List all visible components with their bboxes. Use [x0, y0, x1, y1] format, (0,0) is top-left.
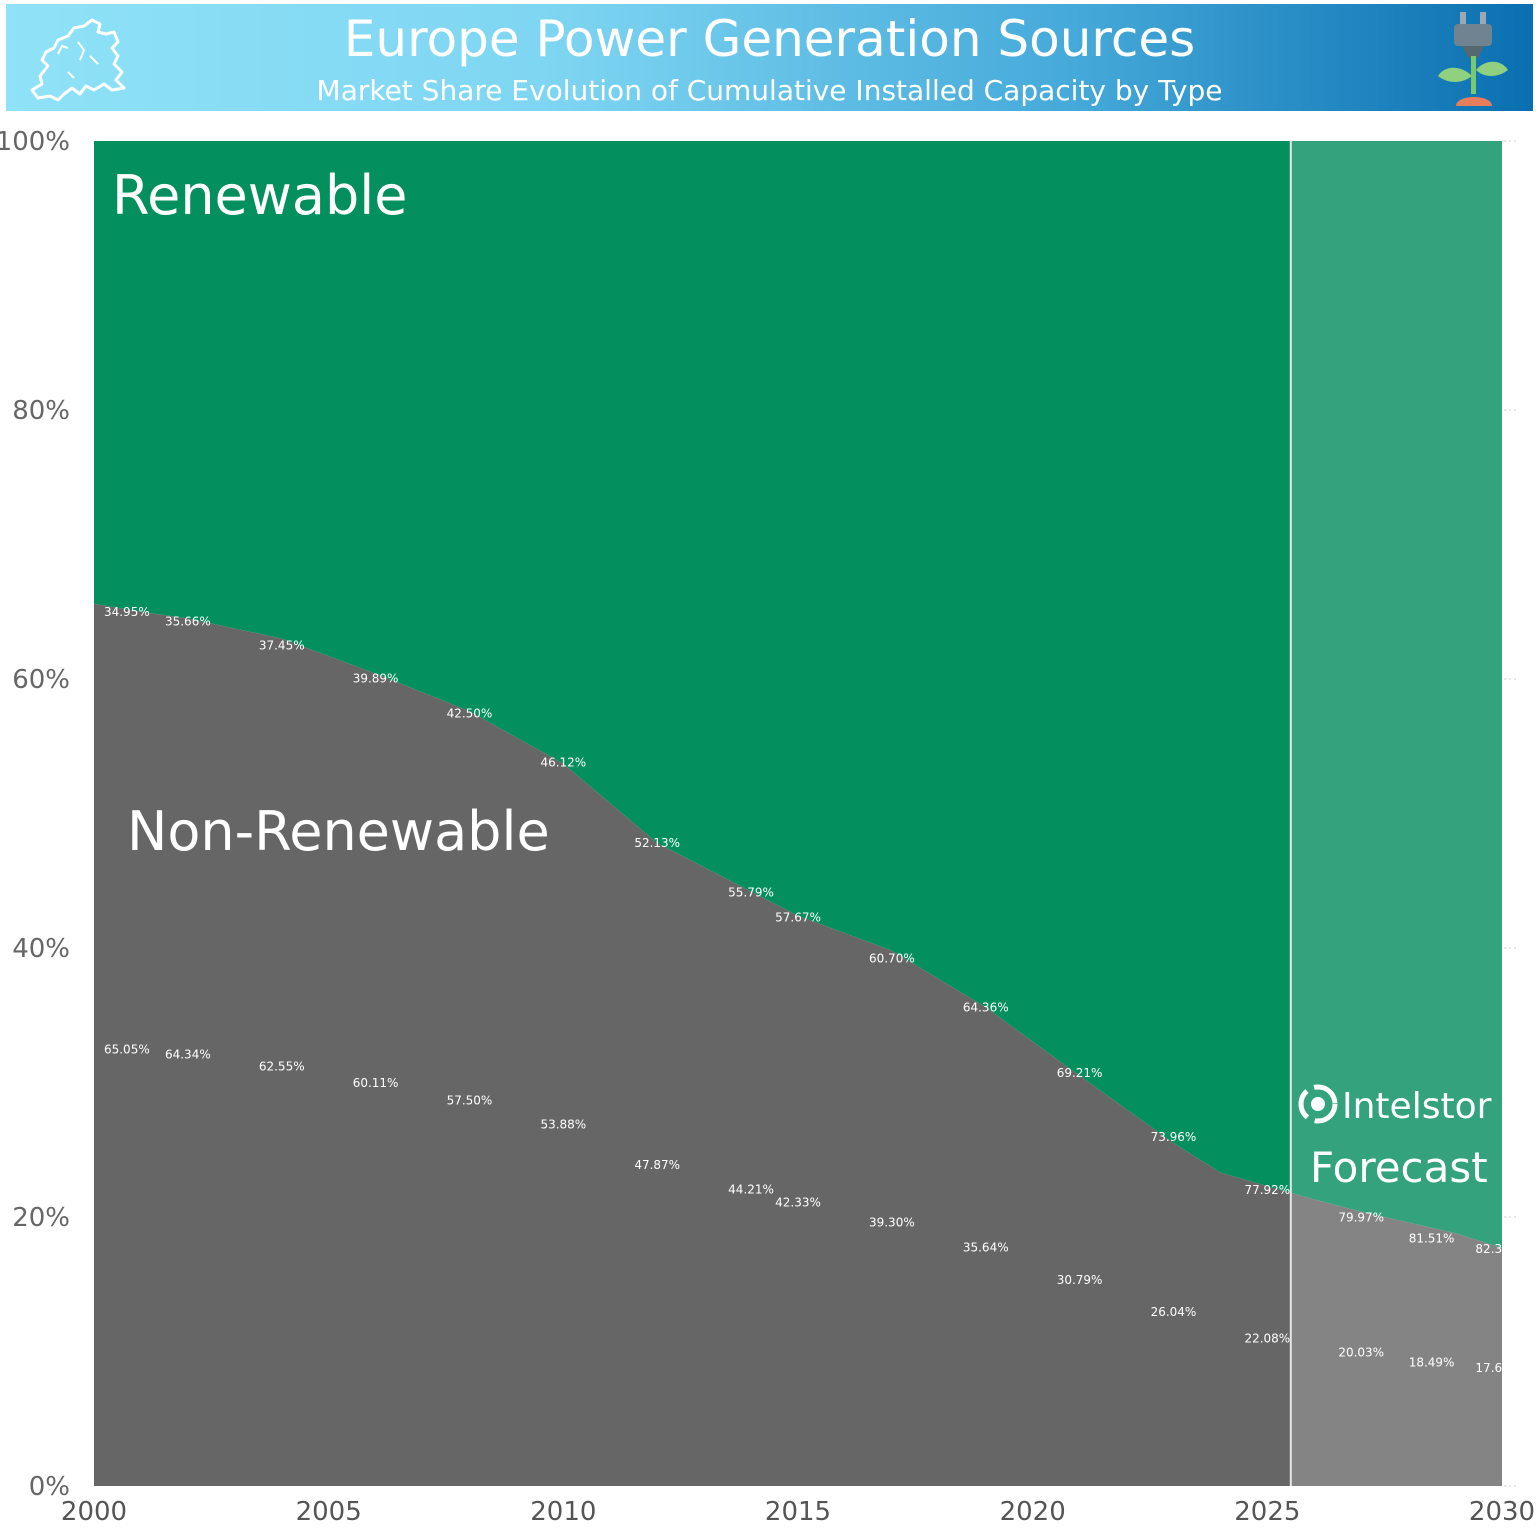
non-renewable-data-label: 44.21%	[728, 1183, 774, 1197]
forecast-label: Forecast	[1310, 1143, 1488, 1192]
europe-map-icon	[30, 18, 126, 102]
chart-axes: 0% 20% 40% 60% 80% 100% 2000 2005 2010 2015 2020 20…	[0, 127, 1535, 1527]
non-renewable-data-label: 64.34%	[165, 1047, 211, 1061]
renewable-data-label: 37.45%	[259, 639, 305, 653]
non-renewable-data-label: 53.88%	[540, 1118, 586, 1132]
non-renewable-data-label: 57.50%	[447, 1093, 493, 1107]
chart-gridlines	[1504, 140, 1516, 1487]
renewable-area-label: Renewable	[112, 164, 408, 227]
chart-annotations: Renewable Non-Renewable Intelstor Foreca…	[112, 164, 1492, 1192]
non-renewable-data-label: 18.49%	[1409, 1356, 1455, 1370]
renewable-data-label: 42.50%	[447, 707, 493, 721]
non-renewable-data-label: 22.08%	[1244, 1332, 1290, 1346]
renewable-data-label: 34.95%	[104, 605, 150, 619]
x-tick-label: 2020	[1000, 1497, 1066, 1527]
non-renewable-data-label: 47.87%	[634, 1158, 680, 1172]
renewable-area	[94, 141, 1291, 1193]
y-tick-label: 20%	[12, 1203, 70, 1233]
non-renewable-data-label: 20.03%	[1338, 1345, 1384, 1359]
renewable-data-label: 55.79%	[728, 885, 774, 899]
renewable-data-label: 39.89%	[353, 672, 399, 686]
chart-data-labels: 34.95% 35.66% 37.45% 39.89% 42.50% 46.12% 52.1…	[104, 605, 1510, 1375]
header-banner: Europe Power Generation Sources Market S…	[6, 4, 1533, 111]
non-renewable-data-label: 60.11%	[353, 1076, 399, 1090]
chart-areas	[94, 141, 1502, 1486]
intelstor-logo-icon	[1298, 1084, 1338, 1124]
non-renewable-area	[94, 603, 1291, 1486]
non-renewable-data-label: 62.55%	[259, 1059, 305, 1073]
intelstor-brand: Intelstor	[1342, 1086, 1492, 1127]
renewable-data-label: 57.67%	[775, 911, 821, 925]
y-tick-label: 100%	[0, 127, 70, 157]
x-tick-label: 2025	[1234, 1497, 1300, 1527]
y-tick-label: 40%	[12, 934, 70, 964]
renewable-data-label: 46.12%	[540, 755, 586, 769]
non-renewable-data-label: 17.69	[1475, 1361, 1509, 1375]
page-subtitle: Market Share Evolution of Cumulative Ins…	[316, 74, 1223, 107]
renewable-data-label: 82.31	[1475, 1242, 1509, 1256]
renewable-data-label: 79.97%	[1338, 1211, 1384, 1225]
intelstor-logo: Intelstor	[1298, 1084, 1492, 1127]
non-renewable-data-label: 35.64%	[963, 1240, 1009, 1254]
y-tick-label: 80%	[12, 396, 70, 426]
renewable-forecast-area	[1290, 141, 1502, 1248]
x-tick-label: 2030	[1469, 1497, 1535, 1527]
y-tick-label: 60%	[12, 665, 70, 695]
renewable-data-label: 81.51%	[1409, 1231, 1455, 1245]
x-tick-label: 2010	[530, 1497, 596, 1527]
non-renewable-area-label: Non-Renewable	[127, 800, 550, 863]
renewable-data-label: 77.92%	[1244, 1183, 1290, 1197]
non-renewable-data-label: 26.04%	[1151, 1305, 1197, 1319]
renewable-data-label: 69.21%	[1057, 1066, 1103, 1080]
x-tick-label: 2000	[61, 1497, 127, 1527]
plug-plant-icon	[1438, 12, 1508, 106]
renewable-data-label: 73.96%	[1151, 1130, 1197, 1144]
x-tick-label: 2015	[765, 1497, 831, 1527]
non-renewable-data-label: 65.05%	[104, 1043, 150, 1057]
renewable-data-label: 52.13%	[634, 836, 680, 850]
x-tick-label: 2005	[296, 1497, 362, 1527]
non-renewable-data-label: 42.33%	[775, 1195, 821, 1209]
renewable-data-label: 60.70%	[869, 951, 915, 965]
renewable-data-label: 35.66%	[165, 615, 211, 629]
y-tick-label: 0%	[29, 1472, 70, 1502]
non-renewable-data-label: 39.30%	[869, 1216, 915, 1230]
non-renewable-data-label: 30.79%	[1057, 1273, 1103, 1287]
non-renewable-forecast-area	[1290, 1192, 1502, 1486]
renewable-data-label: 64.36%	[963, 1001, 1009, 1015]
page-title: Europe Power Generation Sources	[343, 10, 1196, 68]
